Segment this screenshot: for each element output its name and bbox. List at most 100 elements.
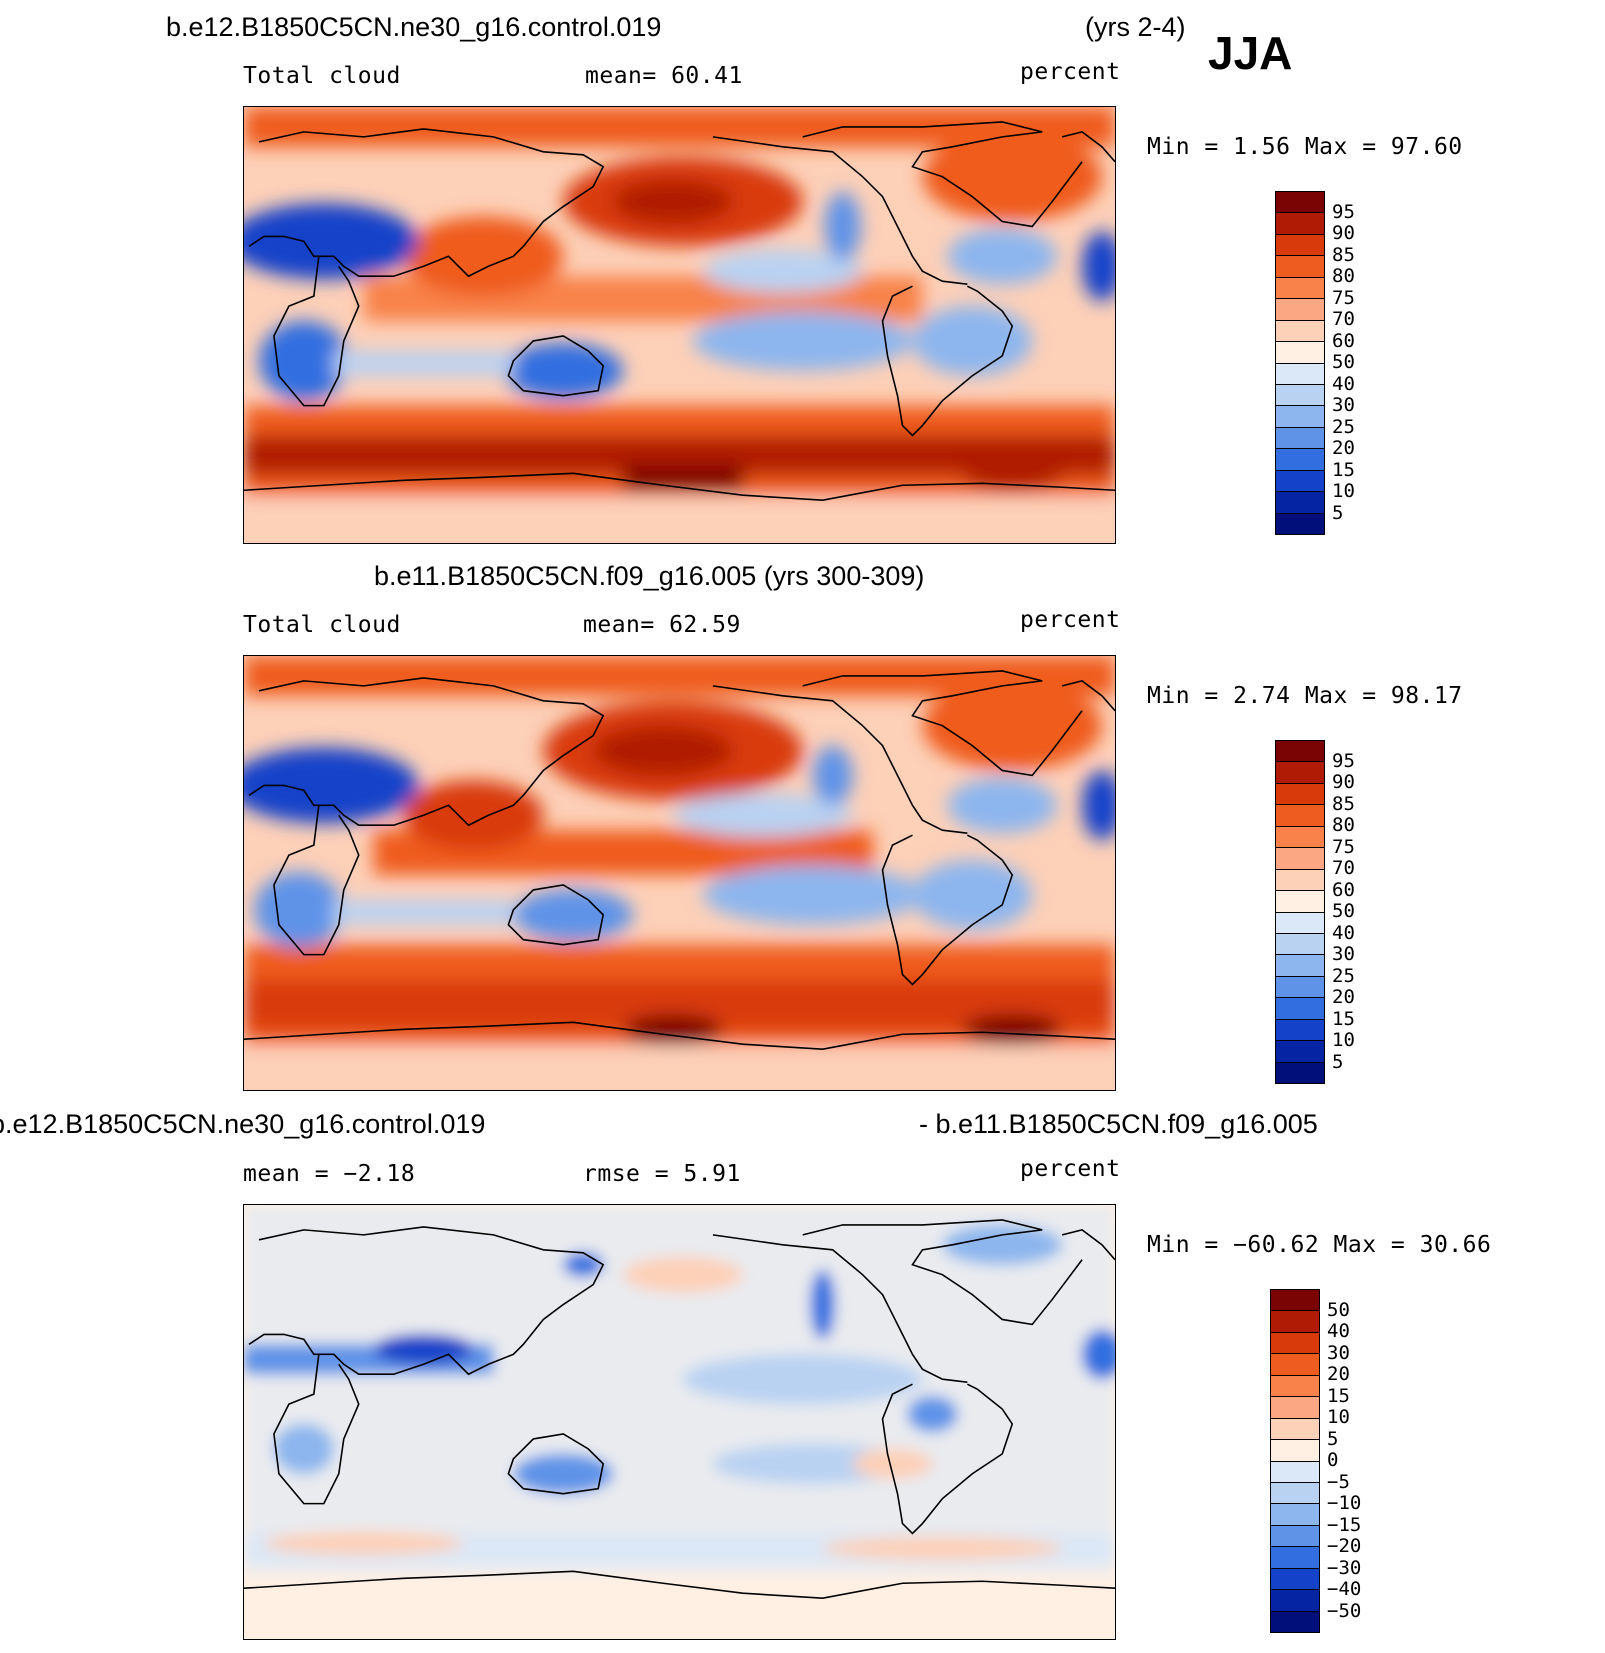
panel2-mean: mean= 62.59 bbox=[583, 612, 741, 638]
panel1-colorbar-label: 95 bbox=[1332, 200, 1355, 223]
panel2-colorbar-swatch bbox=[1276, 932, 1324, 955]
panel2-colorbar-label: 25 bbox=[1332, 964, 1355, 987]
panel2-colorbar-swatch bbox=[1276, 911, 1324, 933]
panel3-colorbar-swatch bbox=[1271, 1610, 1319, 1632]
panel1-colorbar-label: 70 bbox=[1332, 308, 1355, 330]
panel1-colorbar-label: 50 bbox=[1332, 351, 1355, 373]
panel1-colorbar-label: 40 bbox=[1332, 372, 1355, 395]
panel3-map bbox=[243, 1204, 1116, 1640]
panel1-mean: mean= 60.41 bbox=[585, 63, 743, 89]
panel1-colorbar-swatch bbox=[1276, 405, 1324, 427]
panel1-colorbar-swatch bbox=[1276, 212, 1324, 234]
panel2-colorbar-label: 60 bbox=[1332, 878, 1355, 901]
panel1-colorbar-swatch bbox=[1276, 276, 1324, 299]
panel1-colorbar-swatch bbox=[1276, 233, 1324, 256]
panel2-colorbar-label: 85 bbox=[1332, 792, 1355, 815]
panel1-colorbar-label: 90 bbox=[1332, 222, 1355, 244]
panel2-variable: Total cloud bbox=[243, 612, 401, 638]
panel1-colorbar-swatch bbox=[1276, 362, 1324, 384]
panel2-colorbar-swatch bbox=[1276, 975, 1324, 998]
panel2-colorbar-swatch bbox=[1276, 825, 1324, 848]
panel3-colorbar-label: −20 bbox=[1327, 1535, 1362, 1557]
panel1-colorbar-swatch bbox=[1276, 383, 1324, 406]
panel1-colorbar-swatch bbox=[1276, 512, 1324, 534]
panel3-colorbar-swatch bbox=[1271, 1503, 1319, 1525]
panel3-colorbar-label: 30 bbox=[1327, 1341, 1350, 1364]
panel3-colorbar-swatch bbox=[1271, 1567, 1319, 1590]
panel2-colorbar-swatch bbox=[1276, 847, 1324, 869]
panel3-colorbar-label: 40 bbox=[1327, 1320, 1350, 1342]
panel3-colorbar-label: −40 bbox=[1327, 1578, 1362, 1600]
panel2-colorbar-swatch bbox=[1276, 868, 1324, 891]
panel1-colorbar-swatch bbox=[1276, 448, 1324, 470]
panel3-units: percent bbox=[1020, 1156, 1121, 1182]
panel3-colorbar-swatch bbox=[1271, 1460, 1319, 1482]
panel2-colorbar-label: 95 bbox=[1332, 749, 1355, 772]
panel2-colorbar-swatch bbox=[1276, 954, 1324, 976]
panel1-colorbar-label: 75 bbox=[1332, 286, 1355, 309]
panel1-colorbar-label: 10 bbox=[1332, 480, 1355, 502]
panel3-colorbar-label: −50 bbox=[1327, 1599, 1362, 1622]
panel2-colorbar-label: 10 bbox=[1332, 1029, 1355, 1051]
panel1-colorbar-swatch bbox=[1276, 255, 1324, 277]
panel3-colorbar-label: 5 bbox=[1327, 1427, 1339, 1450]
panel2-colorbar-swatch bbox=[1276, 804, 1324, 826]
panel3-colorbar bbox=[1270, 1289, 1320, 1633]
panel3-colorbar-swatch bbox=[1271, 1331, 1319, 1354]
panel3-colorbar-swatch bbox=[1271, 1374, 1319, 1397]
panel2-colorbar-label: 20 bbox=[1332, 986, 1355, 1008]
panel1-colorbar-swatch bbox=[1276, 192, 1324, 213]
panel1-variable: Total cloud bbox=[243, 63, 401, 89]
panel2-colorbar-swatch bbox=[1276, 782, 1324, 805]
panel2-colorbar-label: 5 bbox=[1332, 1050, 1344, 1073]
panel2-colorbar-swatch bbox=[1276, 741, 1324, 762]
panel3-colorbar-swatch bbox=[1271, 1290, 1319, 1311]
panel1-colorbar-label: 20 bbox=[1332, 437, 1355, 459]
panel1-colorbar-swatch bbox=[1276, 491, 1324, 513]
panel2-colorbar-label: 50 bbox=[1332, 900, 1355, 922]
panel3-colorbar-label: 10 bbox=[1327, 1406, 1350, 1428]
panel2-colorbar-label: 90 bbox=[1332, 771, 1355, 793]
panel3-title-left: b.e12.B1850C5CN.ne30_g16.control.019 bbox=[0, 1109, 486, 1139]
panel1-colorbar-label: 85 bbox=[1332, 243, 1355, 266]
panel1-colorbar bbox=[1275, 191, 1325, 535]
panel3-colorbar-swatch bbox=[1271, 1439, 1319, 1461]
panel2-colorbar-label: 70 bbox=[1332, 857, 1355, 879]
panel2-minmax: Min = 2.74 Max = 98.17 bbox=[1147, 683, 1463, 709]
panel2-colorbar-label: 30 bbox=[1332, 943, 1355, 965]
panel3-colorbar-swatch bbox=[1271, 1417, 1319, 1440]
panel3-colorbar-label: 50 bbox=[1327, 1298, 1350, 1321]
panel3-colorbar-label: 20 bbox=[1327, 1363, 1350, 1385]
panel3-colorbar-swatch bbox=[1271, 1353, 1319, 1375]
panel3-colorbar-label: −10 bbox=[1327, 1492, 1362, 1514]
panel3-colorbar-label: −5 bbox=[1327, 1470, 1350, 1493]
panel1-colorbar-swatch bbox=[1276, 341, 1324, 363]
panel2-units: percent bbox=[1020, 607, 1121, 633]
panel3-mean: mean = −2.18 bbox=[243, 1161, 416, 1187]
panel2-colorbar-label: 75 bbox=[1332, 835, 1355, 858]
panel1-map-field bbox=[244, 107, 1115, 543]
panel1-years: (yrs 2-4) bbox=[1085, 12, 1186, 42]
panel1-colorbar-label: 80 bbox=[1332, 265, 1355, 287]
panel1-colorbar-swatch bbox=[1276, 426, 1324, 449]
panel3-colorbar-label: −15 bbox=[1327, 1513, 1362, 1536]
panel3-colorbar-label: −30 bbox=[1327, 1556, 1362, 1579]
panel1-minmax: Min = 1.56 Max = 97.60 bbox=[1147, 134, 1463, 160]
panel3-colorbar-label: 0 bbox=[1327, 1449, 1339, 1471]
panel1-colorbar-swatch bbox=[1276, 319, 1324, 342]
panel2-colorbar-label: 15 bbox=[1332, 1007, 1355, 1030]
panel1-colorbar-label: 30 bbox=[1332, 394, 1355, 416]
panel3-title-right: - b.e11.B1850C5CN.f09_g16.005 bbox=[919, 1109, 1318, 1139]
panel2-colorbar-swatch bbox=[1276, 1061, 1324, 1083]
panel3-colorbar-swatch bbox=[1271, 1546, 1319, 1568]
panel2-colorbar-swatch bbox=[1276, 890, 1324, 912]
panel1-colorbar-label: 5 bbox=[1332, 501, 1344, 524]
panel3-colorbar-swatch bbox=[1271, 1481, 1319, 1504]
panel2-colorbar-swatch bbox=[1276, 997, 1324, 1019]
panel1-map bbox=[243, 106, 1116, 544]
panel1-colorbar-swatch bbox=[1276, 469, 1324, 492]
panel2-colorbar-label: 80 bbox=[1332, 814, 1355, 836]
panel3-colorbar-swatch bbox=[1271, 1524, 1319, 1547]
panel1-colorbar-label: 25 bbox=[1332, 415, 1355, 438]
panel1-colorbar-label: 60 bbox=[1332, 329, 1355, 352]
